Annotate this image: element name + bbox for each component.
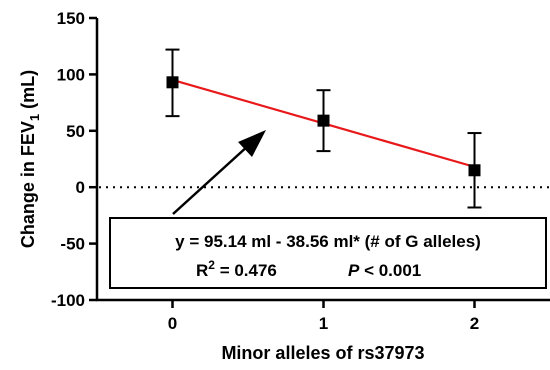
x-axis-title: Minor alleles of rs37973: [221, 343, 424, 363]
y-tick-label: 150: [57, 9, 85, 28]
x-tick-label: 0: [168, 314, 177, 333]
x-ticks: 0 1 2: [168, 300, 479, 333]
arrow-head: [238, 130, 266, 157]
x-tick-label: 1: [319, 314, 328, 333]
annotation-arrow: [172, 144, 250, 215]
equation-text: y = 95.14 ml - 38.56 ml* (# of G alleles…: [175, 232, 481, 251]
y-axis-title: Change in FEV1 (mL): [18, 70, 42, 248]
data-point-marker: [468, 164, 481, 177]
equation-box: [109, 217, 547, 289]
data-point-marker: [166, 76, 179, 89]
r-squared-text: R2 = 0.476: [196, 258, 277, 280]
x-tick-label: 2: [470, 314, 479, 333]
y-tick-label: -100: [51, 291, 85, 310]
y-tick-label: -50: [60, 235, 85, 254]
p-value-text: P < 0.001: [348, 261, 421, 280]
data-points: [165, 48, 482, 209]
y-tick-label: 0: [76, 178, 85, 197]
data-point-marker: [317, 114, 330, 127]
y-tick-label: 50: [66, 122, 85, 141]
y-tick-label: 100: [57, 65, 85, 84]
y-ticks: -100 -50 0 50 100 150: [51, 9, 97, 310]
